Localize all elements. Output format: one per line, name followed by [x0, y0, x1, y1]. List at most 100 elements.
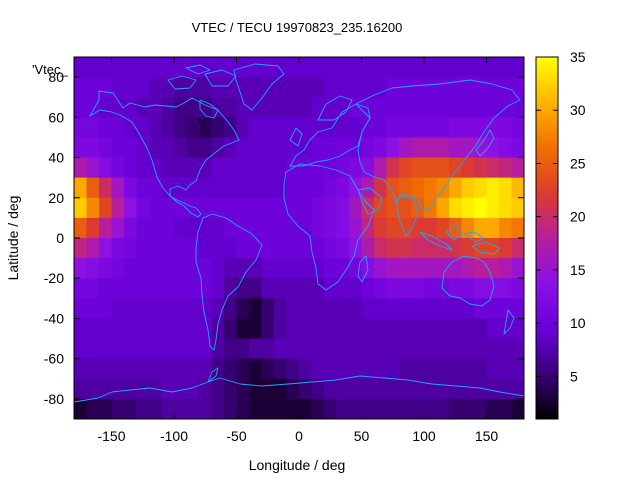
heatmap-cell — [99, 57, 113, 78]
heatmap-cell — [211, 157, 225, 179]
heatmap-cell — [511, 217, 524, 239]
heatmap-cell — [236, 238, 250, 259]
heatmap-cell — [261, 278, 275, 299]
heatmap-cell — [486, 358, 500, 380]
heatmap-cell — [486, 378, 500, 400]
heatmap-cell — [449, 157, 463, 179]
x-axis-label: Longitude / deg — [249, 457, 346, 473]
heatmap-cell — [311, 137, 325, 159]
heatmap-cell — [386, 97, 400, 118]
heatmap-cell — [386, 358, 400, 380]
heatmap-cell — [174, 338, 188, 360]
heatmap-cell — [74, 278, 88, 299]
heatmap-cell — [86, 137, 100, 159]
heatmap-cell — [211, 217, 225, 239]
heatmap-cell — [511, 258, 524, 279]
coastlines-overlay — [74, 63, 524, 403]
heatmap-cell — [249, 318, 263, 340]
heatmap-cell — [261, 398, 275, 419]
heatmap-cell — [136, 318, 150, 340]
heatmap-cell — [286, 77, 300, 98]
heatmap-cell — [511, 97, 524, 118]
heatmap-cell — [474, 77, 488, 98]
heatmap-cell — [161, 338, 175, 360]
coastline-india — [395, 195, 419, 237]
y-tick-label: 80 — [48, 69, 64, 85]
heatmap-cell — [211, 258, 225, 279]
colorbar-bar — [535, 56, 559, 420]
heatmap-cell — [486, 97, 500, 118]
heatmap-cell — [249, 137, 263, 159]
heatmap-cell — [299, 338, 313, 360]
heatmap-cell — [486, 177, 500, 199]
heatmap-cell — [411, 57, 425, 78]
heatmap-cell — [261, 97, 275, 118]
heatmap-cell — [149, 77, 163, 98]
heatmap-cell — [161, 197, 175, 219]
heatmap-cell — [186, 378, 200, 400]
heatmap-cell — [349, 378, 363, 400]
heatmap-cell — [449, 137, 463, 159]
heatmap-cell — [474, 318, 488, 340]
heatmap-cell — [411, 358, 425, 380]
heatmap-cell — [149, 117, 163, 139]
heatmap-cell — [136, 358, 150, 380]
heatmap-cell — [274, 278, 288, 299]
colorbar-tick-label: 15 — [570, 262, 586, 278]
heatmap-cell — [136, 97, 150, 118]
heatmap-cell — [174, 258, 188, 279]
heatmap-cell — [324, 97, 338, 118]
heatmap-cell — [474, 57, 488, 78]
heatmap-cell — [436, 57, 450, 78]
heatmap-cell — [324, 318, 338, 340]
heatmap-cell — [161, 358, 175, 380]
heatmap-cell — [449, 117, 463, 139]
heatmap-cell — [111, 57, 125, 78]
heatmap-cell — [461, 177, 475, 199]
heatmap-cell — [449, 378, 463, 400]
heatmap-cell — [374, 238, 388, 259]
heatmap-cell — [236, 338, 250, 360]
heatmap-cell — [211, 197, 225, 219]
heatmap-cell — [124, 77, 138, 98]
heatmap-cell — [399, 57, 413, 78]
heatmap-cell — [411, 77, 425, 98]
heatmap-cell — [86, 197, 100, 219]
heatmap-cell — [361, 398, 375, 419]
heatmap-cell — [124, 318, 138, 340]
heatmap-cell — [261, 298, 275, 320]
y-tick-label: -20 — [44, 270, 64, 286]
colorbar-tick-label: 30 — [570, 102, 586, 118]
heatmap-cell — [186, 238, 200, 259]
heatmap-cell — [361, 338, 375, 360]
heatmap-cell — [274, 378, 288, 400]
heatmap-cell — [336, 197, 350, 219]
heatmap-cell — [474, 278, 488, 299]
heatmap-cell — [374, 217, 388, 239]
heatmap-cell — [111, 378, 125, 400]
series-label: 'Vtec_ — [32, 62, 68, 77]
heatmap-cell — [199, 217, 213, 239]
heatmap-cell — [99, 298, 113, 320]
heatmap-cell — [311, 197, 325, 219]
heatmap-cell — [99, 258, 113, 279]
heatmap-cell — [474, 338, 488, 360]
heatmap-cell — [199, 97, 213, 118]
heatmap-cell — [99, 378, 113, 400]
heatmap-cell — [361, 217, 375, 239]
heatmap-cell — [474, 157, 488, 179]
heatmap-cell — [149, 238, 163, 259]
heatmap-cell — [386, 338, 400, 360]
heatmap-cell — [424, 97, 438, 118]
heatmap-cell — [236, 258, 250, 279]
heatmap-cell — [249, 298, 263, 320]
colorbar-tick-label: 5 — [570, 368, 578, 384]
heatmap-cell — [74, 258, 88, 279]
heatmap-cell — [286, 298, 300, 320]
heatmap-cell — [199, 318, 213, 340]
heatmap-cell — [274, 97, 288, 118]
heatmap-cell — [149, 217, 163, 239]
heatmap-cell — [336, 117, 350, 139]
heatmap-cell — [436, 398, 450, 419]
y-axis-label: Latitude / deg — [5, 196, 21, 281]
